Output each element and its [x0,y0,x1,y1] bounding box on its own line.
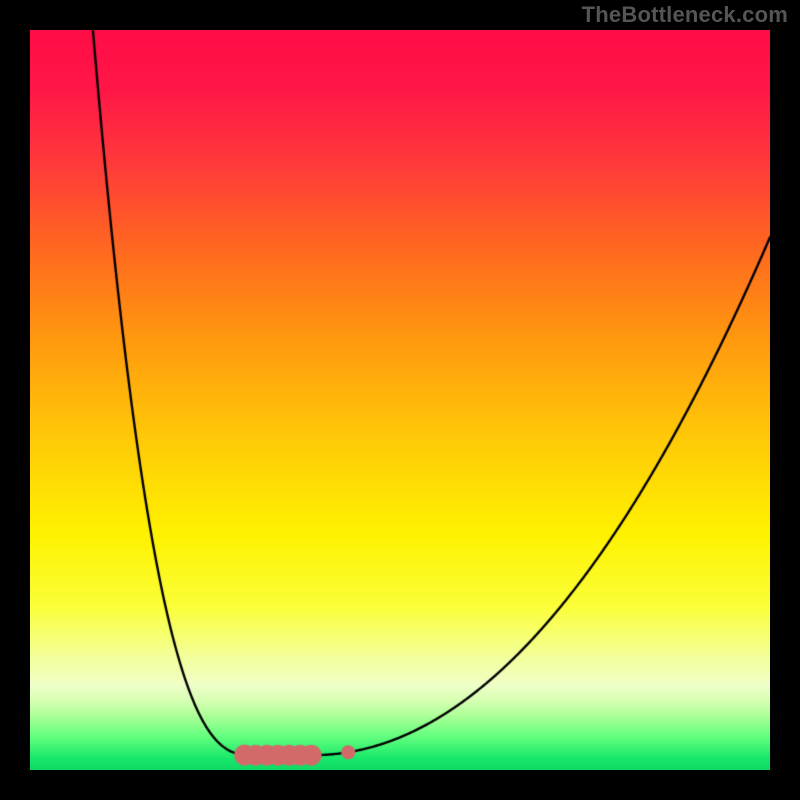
bottleneck-curve [30,30,770,770]
chart-stage: TheBottleneck.com [0,0,800,800]
watermark-text: TheBottleneck.com [582,2,788,28]
